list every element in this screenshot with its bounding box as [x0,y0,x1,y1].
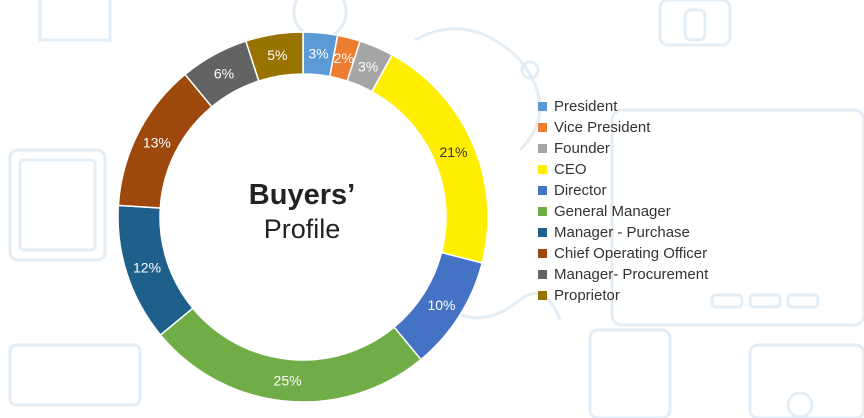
legend-item: Proprietor [538,285,708,306]
legend-item: Chief Operating Officer [538,243,708,264]
chart-legend: President Vice President Founder CEO Directo… [538,96,708,306]
legend-swatch [538,249,547,258]
slice-label-4: 21% [439,144,467,160]
slice-label-3: 3% [358,58,378,74]
legend-swatch [538,186,547,195]
legend-swatch [538,102,547,111]
chart-subtitle: Profile [263,213,341,244]
legend-swatch [538,207,547,216]
slice-label-7: 12% [133,260,161,276]
legend-item: Director [538,180,708,201]
legend-label: Director [554,182,607,199]
donut-slice-10 [244,31,304,82]
legend-label: Proprietor [554,287,620,304]
legend-item: General Manager [538,201,708,222]
legend-swatch [538,144,547,153]
legend-swatch [538,291,547,300]
legend-label: CEO [554,161,587,178]
legend-item: CEO [538,159,708,180]
legend-item: Manager - Purchase [538,222,708,243]
legend-label: Founder [554,140,610,157]
legend-item: Manager- Procurement [538,264,708,285]
legend-label: Manager - Purchase [554,224,690,241]
center-title: Buyers’ Profile [202,178,402,245]
slice-label-10: 5% [267,47,287,63]
slice-label-9: 6% [214,65,234,81]
legend-label: President [554,98,618,115]
legend-label: Chief Operating Officer [554,245,708,262]
legend-swatch [538,165,547,174]
legend-label: General Manager [554,203,671,220]
chart-title: Buyers’ [248,179,356,211]
legend-item: Founder [538,138,708,159]
legend-item: President [538,96,708,117]
legend-swatch [538,123,547,132]
slice-label-8: 13% [143,135,171,151]
legend-swatch [538,228,547,237]
slice-label-5: 10% [427,297,455,313]
legend-item: Vice President [538,117,708,138]
slice-label-2: 2% [334,50,354,66]
legend-label: Manager- Procurement [554,266,709,283]
slice-label-6: 25% [274,372,302,388]
legend-label: Vice President [554,119,651,136]
slice-label-1: 3% [308,46,328,62]
legend-swatch [538,270,547,279]
